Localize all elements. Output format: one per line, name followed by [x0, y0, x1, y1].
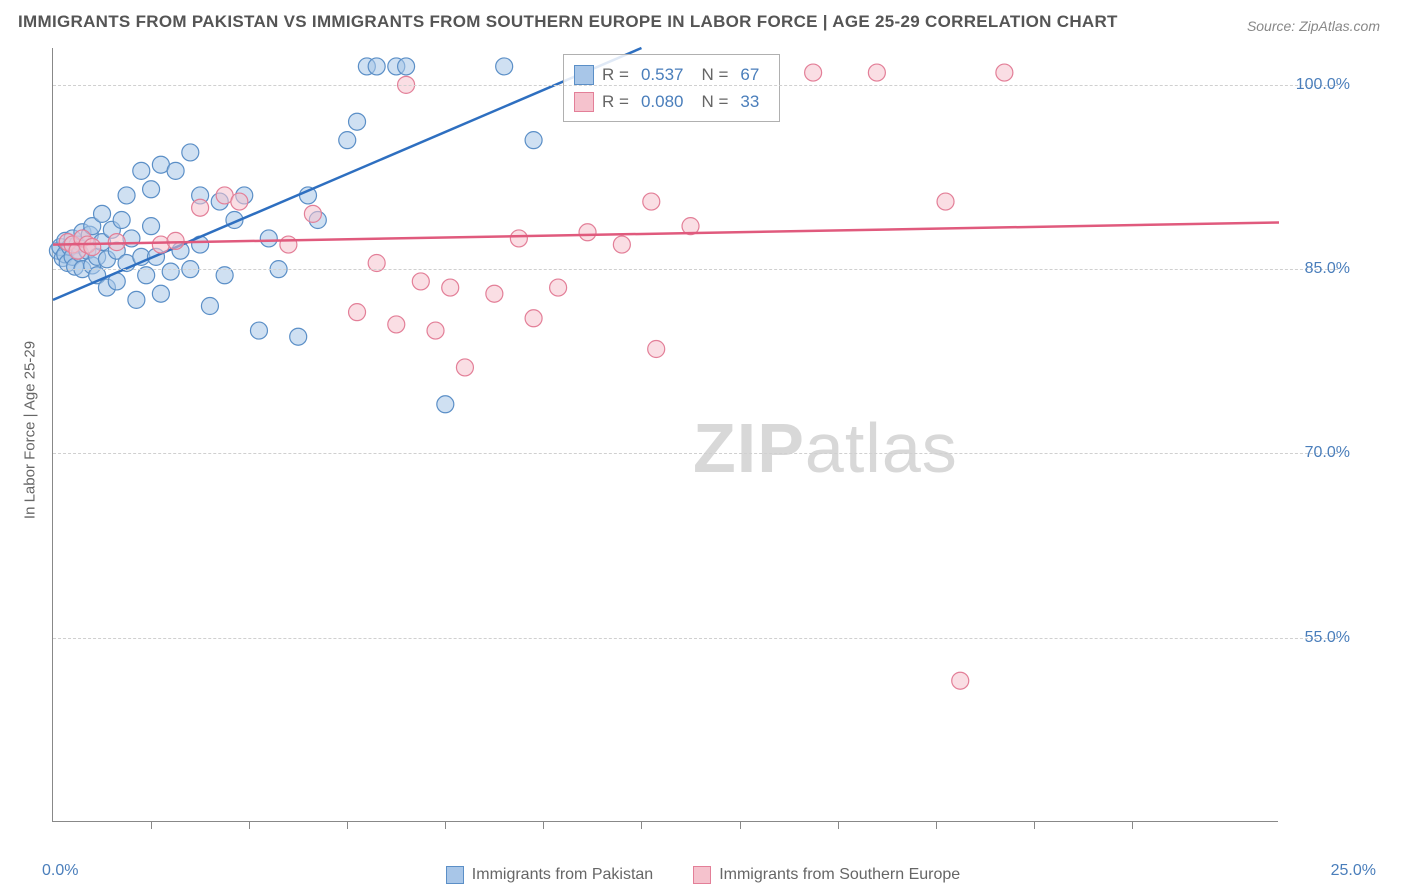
data-point: [937, 193, 954, 210]
data-point: [349, 304, 366, 321]
data-point: [182, 144, 199, 161]
data-point: [113, 212, 130, 229]
data-point: [996, 64, 1013, 81]
x-tick: [641, 821, 642, 829]
data-point: [152, 285, 169, 302]
x-tick: [445, 821, 446, 829]
y-tick-label: 100.0%: [1290, 76, 1350, 94]
data-point: [260, 230, 277, 247]
data-point: [128, 291, 145, 308]
stats-row: R = 0.080 N = 33: [574, 88, 769, 115]
data-point: [304, 205, 321, 222]
data-point: [349, 113, 366, 130]
data-point: [143, 181, 160, 198]
legend-label: Immigrants from Southern Europe: [719, 866, 960, 884]
data-point: [579, 224, 596, 241]
y-axis-title: In Labor Force | Age 25-29: [22, 341, 39, 519]
data-point: [442, 279, 459, 296]
source-label: Source: ZipAtlas.com: [1247, 18, 1380, 34]
chart-title: IMMIGRANTS FROM PAKISTAN VS IMMIGRANTS F…: [18, 12, 1118, 32]
n-label: N =: [701, 88, 728, 115]
gridline: [53, 453, 1338, 454]
legend-label: Immigrants from Pakistan: [472, 866, 653, 884]
legend-swatch: [446, 866, 464, 884]
x-tick: [347, 821, 348, 829]
data-point: [868, 64, 885, 81]
chart-svg: [53, 48, 1278, 821]
x-tick: [936, 821, 937, 829]
data-point: [456, 359, 473, 376]
r-label: R =: [602, 88, 629, 115]
x-tick: [249, 821, 250, 829]
y-tick-label: 85.0%: [1290, 260, 1350, 278]
x-tick: [838, 821, 839, 829]
x-tick: [740, 821, 741, 829]
data-point: [133, 162, 150, 179]
data-point: [231, 193, 248, 210]
data-point: [368, 58, 385, 75]
data-point: [486, 285, 503, 302]
legend-item: Immigrants from Pakistan: [446, 866, 653, 884]
data-point: [398, 58, 415, 75]
data-point: [339, 132, 356, 149]
y-tick-label: 55.0%: [1290, 629, 1350, 647]
stats-swatch: [574, 65, 594, 85]
data-point: [525, 310, 542, 327]
gridline: [53, 85, 1338, 86]
n-value: 33: [740, 88, 759, 115]
stats-swatch: [574, 92, 594, 112]
x-tick: [543, 821, 544, 829]
data-point: [437, 396, 454, 413]
data-point: [427, 322, 444, 339]
legend-swatch: [693, 866, 711, 884]
correlation-stats-box: R =0.537N =67R =0.080N =33: [563, 54, 780, 122]
data-point: [250, 322, 267, 339]
data-point: [496, 58, 513, 75]
data-point: [84, 239, 101, 256]
data-point: [143, 218, 160, 235]
x-tick: [151, 821, 152, 829]
data-point: [952, 672, 969, 689]
legend: Immigrants from Pakistan Immigrants from …: [0, 866, 1406, 884]
data-point: [550, 279, 567, 296]
data-point: [643, 193, 660, 210]
x-tick: [1132, 821, 1133, 829]
data-point: [192, 199, 209, 216]
data-point: [201, 298, 218, 315]
x-tick: [1034, 821, 1035, 829]
gridline: [53, 638, 1338, 639]
data-point: [94, 205, 111, 222]
data-point: [648, 341, 665, 358]
data-point: [167, 232, 184, 249]
data-point: [118, 187, 135, 204]
y-tick-label: 70.0%: [1290, 444, 1350, 462]
legend-item: Immigrants from Southern Europe: [693, 866, 960, 884]
data-point: [805, 64, 822, 81]
r-value: 0.080: [641, 88, 684, 115]
data-point: [525, 132, 542, 149]
data-point: [162, 263, 179, 280]
data-point: [280, 236, 297, 253]
plot-area: R =0.537N =67R =0.080N =33 ZIPatlas 55.0…: [52, 48, 1278, 822]
data-point: [510, 230, 527, 247]
data-point: [290, 328, 307, 345]
data-point: [412, 273, 429, 290]
gridline: [53, 269, 1338, 270]
data-point: [167, 162, 184, 179]
data-point: [388, 316, 405, 333]
data-point: [613, 236, 630, 253]
